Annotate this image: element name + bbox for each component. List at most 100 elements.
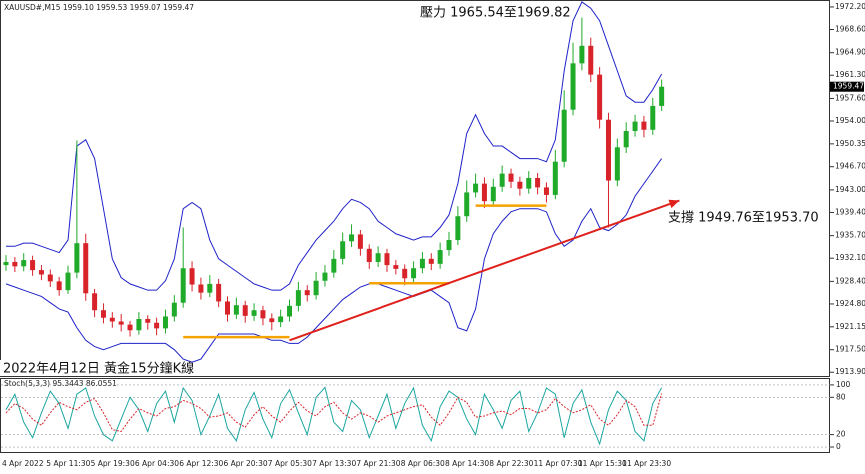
candle-body <box>349 234 355 242</box>
candle-body <box>322 272 328 281</box>
y-tick-label: 1939.40 <box>835 207 865 216</box>
chart-title: XAUUSD#,M15 1959.10 1959.53 1959.07 1959… <box>4 3 194 12</box>
candle-body <box>154 322 160 329</box>
caption: 2022年4月12日 黃金15分鐘K線 <box>3 361 194 377</box>
candle-body <box>481 183 487 202</box>
candle-body <box>517 181 523 189</box>
candle-body <box>526 178 532 189</box>
y-tick-label: 1917.50 <box>835 345 865 354</box>
candle-body <box>109 317 115 322</box>
candle-body <box>251 310 257 316</box>
candle-body <box>375 253 381 262</box>
candle-body <box>579 45 585 64</box>
stoch-tick-label: 0 <box>836 442 841 451</box>
y-tick-label: 1946.70 <box>835 162 865 171</box>
candle-body <box>269 318 275 323</box>
candle-body <box>499 173 505 187</box>
candle-body <box>508 173 514 182</box>
support-annotation: 支撐 1949.76至1953.70 <box>668 211 819 226</box>
x-tick-label: 7 Apr 05:30 <box>268 459 312 468</box>
candle-body <box>419 258 425 269</box>
candle-body <box>216 283 222 302</box>
caption-bg <box>0 360 170 376</box>
candle-body <box>83 243 89 294</box>
candle-body <box>278 316 284 323</box>
stoch-line <box>5 393 663 433</box>
candle-body <box>366 248 372 262</box>
candle-body <box>242 305 248 316</box>
candle-body <box>100 310 106 318</box>
last-price-label: 1959.47 <box>833 82 864 91</box>
candle-body <box>437 250 443 264</box>
candle-body <box>641 121 647 130</box>
candle-body <box>225 301 230 315</box>
lower-band <box>5 158 663 363</box>
x-tick-label: 8 Apr 14:30 <box>445 459 489 468</box>
candle-body <box>189 268 195 285</box>
candle-body <box>455 216 461 241</box>
candle-body <box>340 241 346 259</box>
x-tick-label: 11 Apr 07:30 <box>534 459 583 468</box>
candle-body <box>650 105 656 130</box>
main-panel <box>0 0 830 377</box>
y-tick-label: 1957.60 <box>835 93 865 102</box>
y-tick-label: 1924.80 <box>835 299 865 308</box>
resistance-annotation: 壓力 1965.54至1969.82 <box>420 6 571 21</box>
candle-body <box>180 268 186 303</box>
plot-layer <box>1 1 830 448</box>
x-tick-label: 6 Apr 12:30 <box>179 459 223 468</box>
x-tick-label: 8 Apr 06:30 <box>401 459 445 468</box>
candle-body <box>30 260 36 271</box>
y-tick-label: 1932.10 <box>835 253 865 262</box>
candle-body <box>295 290 301 306</box>
candle-body <box>411 268 417 279</box>
candle-body <box>207 283 213 293</box>
candle-body <box>402 268 408 279</box>
candle-body <box>21 260 27 267</box>
y-tick-label: 1961.30 <box>835 70 865 79</box>
candle-body <box>543 187 549 195</box>
candle-body <box>331 258 337 273</box>
candle-body <box>561 109 567 162</box>
candle-body <box>552 161 558 195</box>
y-tick-label: 1913.90 <box>835 367 865 376</box>
candle-body <box>260 310 266 319</box>
y-tick-label: 1943.00 <box>835 185 865 194</box>
candle-body <box>570 63 576 110</box>
x-tick-label: 5 Apr 11:30 <box>46 459 90 468</box>
stoch-tick-label: 80 <box>836 392 846 401</box>
candle-body <box>47 274 53 282</box>
candle-body <box>623 131 629 148</box>
candle-body <box>56 281 62 291</box>
x-tick-label: 11 Apr 23:30 <box>622 459 671 468</box>
candle-body <box>659 86 665 106</box>
candle-body <box>393 265 399 269</box>
candle-body <box>287 305 293 317</box>
x-tick-label: 5 Apr 19:30 <box>91 459 135 468</box>
candle-body <box>588 45 594 75</box>
candle-body <box>357 234 363 249</box>
stoch-tick-label: 100 <box>836 380 851 389</box>
stoch-panel <box>0 378 830 453</box>
x-tick-label: 6 Apr 20:30 <box>224 459 268 468</box>
x-tick-label: 7 Apr 13:30 <box>312 459 356 468</box>
trend-arrowhead <box>668 199 680 209</box>
candle-body <box>136 318 142 331</box>
stoch-title: Stoch(5,3,3) 95.3443 86.0551 <box>4 379 117 388</box>
x-tick-label: 7 Apr 21:30 <box>356 459 400 468</box>
candle-body <box>171 302 177 317</box>
y-tick-label: 1928.40 <box>835 276 865 285</box>
candle-body <box>198 284 204 293</box>
candle-body <box>632 121 638 132</box>
y-tick-label: 1968.60 <box>835 25 865 34</box>
candle-body <box>614 147 620 181</box>
x-tick-label: 6 Apr 04:30 <box>135 459 179 468</box>
candle-body <box>127 324 133 331</box>
candle-body <box>605 119 611 181</box>
trend-line <box>289 199 680 342</box>
upper-band <box>6 1 663 291</box>
candle-body <box>145 318 151 323</box>
x-tick-label: 4 Apr 2022 <box>2 459 44 468</box>
y-tick-label: 1972.20 <box>835 2 865 11</box>
